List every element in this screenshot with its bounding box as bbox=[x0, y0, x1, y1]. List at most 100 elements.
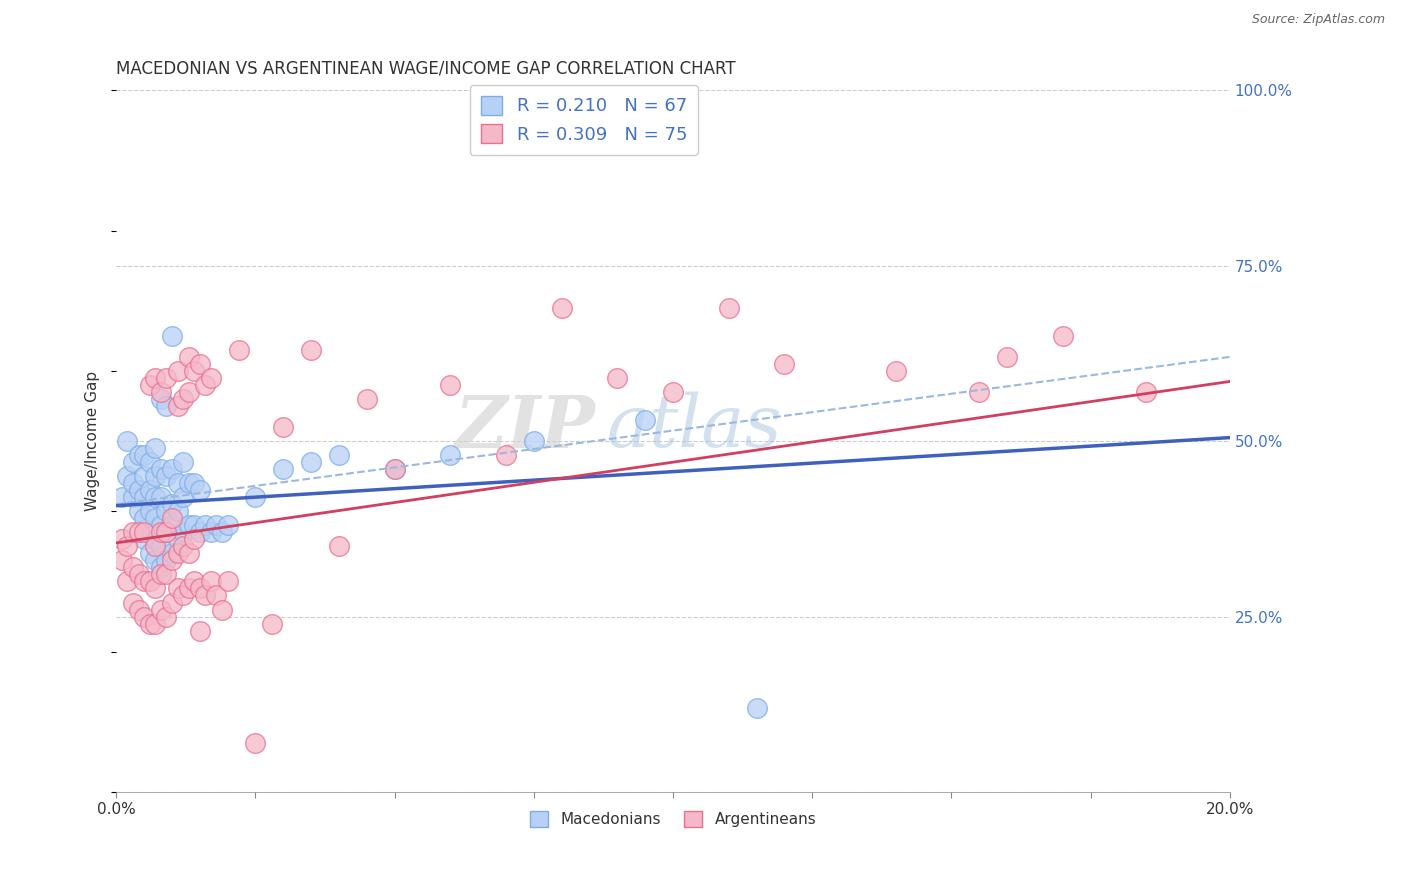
Point bbox=[1052, 329, 1074, 343]
Point bbox=[172, 525, 194, 540]
Point bbox=[183, 476, 205, 491]
Point bbox=[143, 553, 166, 567]
Point bbox=[117, 540, 139, 554]
Point bbox=[160, 546, 183, 560]
Point bbox=[183, 533, 205, 547]
Point bbox=[160, 553, 183, 567]
Point bbox=[155, 525, 177, 540]
Point bbox=[122, 595, 145, 609]
Point bbox=[299, 455, 322, 469]
Point bbox=[745, 700, 768, 714]
Text: atlas: atlas bbox=[606, 392, 782, 462]
Point bbox=[299, 343, 322, 357]
Point bbox=[200, 574, 222, 589]
Point bbox=[205, 589, 228, 603]
Text: Source: ZipAtlas.com: Source: ZipAtlas.com bbox=[1251, 13, 1385, 27]
Point bbox=[149, 518, 172, 533]
Point bbox=[128, 504, 150, 518]
Point bbox=[550, 301, 572, 315]
Point bbox=[245, 490, 267, 504]
Point bbox=[155, 504, 177, 518]
Point bbox=[138, 525, 160, 540]
Point bbox=[128, 448, 150, 462]
Point bbox=[122, 525, 145, 540]
Point bbox=[166, 533, 188, 547]
Point bbox=[117, 434, 139, 449]
Point bbox=[155, 553, 177, 567]
Point bbox=[132, 574, 155, 589]
Point bbox=[194, 589, 217, 603]
Point bbox=[138, 616, 160, 631]
Point bbox=[155, 609, 177, 624]
Point bbox=[155, 469, 177, 483]
Point bbox=[143, 540, 166, 554]
Point bbox=[143, 582, 166, 596]
Point bbox=[111, 490, 134, 504]
Point bbox=[166, 582, 188, 596]
Point bbox=[188, 525, 211, 540]
Point bbox=[188, 357, 211, 371]
Point bbox=[160, 329, 183, 343]
Text: MACEDONIAN VS ARGENTINEAN WAGE/INCOME GAP CORRELATION CHART: MACEDONIAN VS ARGENTINEAN WAGE/INCOME GA… bbox=[117, 60, 735, 78]
Point bbox=[356, 392, 378, 406]
Point bbox=[143, 533, 166, 547]
Point bbox=[172, 540, 194, 554]
Point bbox=[149, 392, 172, 406]
Point bbox=[149, 560, 172, 574]
Point bbox=[111, 533, 134, 547]
Point bbox=[523, 434, 546, 449]
Point bbox=[205, 518, 228, 533]
Point bbox=[128, 483, 150, 498]
Point bbox=[132, 490, 155, 504]
Point bbox=[1135, 384, 1157, 399]
Point bbox=[188, 483, 211, 498]
Point bbox=[128, 525, 150, 540]
Point bbox=[439, 378, 461, 392]
Point bbox=[177, 518, 200, 533]
Point bbox=[634, 413, 657, 427]
Point bbox=[122, 476, 145, 491]
Point bbox=[177, 546, 200, 560]
Point bbox=[606, 371, 628, 385]
Point bbox=[138, 504, 160, 518]
Point bbox=[177, 384, 200, 399]
Point bbox=[245, 736, 267, 750]
Point bbox=[122, 560, 145, 574]
Point bbox=[155, 399, 177, 413]
Point bbox=[132, 511, 155, 525]
Point bbox=[188, 582, 211, 596]
Point bbox=[172, 392, 194, 406]
Point bbox=[132, 448, 155, 462]
Point bbox=[884, 364, 907, 378]
Point bbox=[773, 357, 796, 371]
Point bbox=[143, 490, 166, 504]
Point bbox=[217, 518, 239, 533]
Point bbox=[166, 399, 188, 413]
Point bbox=[149, 540, 172, 554]
Point bbox=[166, 504, 188, 518]
Point bbox=[228, 343, 250, 357]
Point bbox=[143, 371, 166, 385]
Point bbox=[160, 518, 183, 533]
Point bbox=[132, 609, 155, 624]
Point bbox=[143, 616, 166, 631]
Point bbox=[122, 490, 145, 504]
Point bbox=[172, 490, 194, 504]
Point bbox=[495, 448, 517, 462]
Point bbox=[132, 469, 155, 483]
Point bbox=[166, 364, 188, 378]
Point bbox=[995, 350, 1018, 364]
Point bbox=[138, 378, 160, 392]
Point bbox=[194, 518, 217, 533]
Point bbox=[328, 448, 350, 462]
Point bbox=[172, 589, 194, 603]
Point bbox=[122, 455, 145, 469]
Point bbox=[183, 364, 205, 378]
Point bbox=[160, 595, 183, 609]
Point bbox=[183, 518, 205, 533]
Point bbox=[717, 301, 740, 315]
Point bbox=[117, 469, 139, 483]
Point bbox=[160, 462, 183, 476]
Point bbox=[111, 553, 134, 567]
Point bbox=[172, 455, 194, 469]
